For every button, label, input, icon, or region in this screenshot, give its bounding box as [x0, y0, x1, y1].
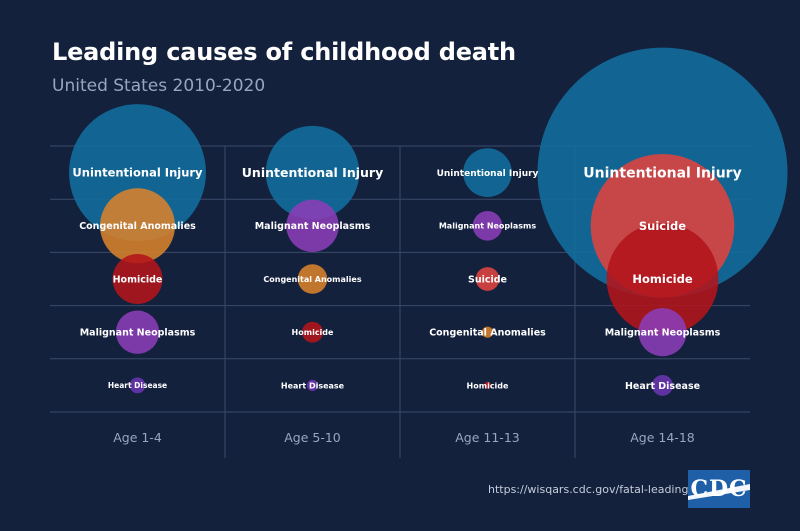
bubble-label: Malignant Neoplasms [80, 328, 196, 339]
chart-subtitle: United States 2010-2020 [52, 76, 266, 96]
bubble-label: Congenital Anomalies [429, 328, 546, 339]
bubble-malignant-neoplasms [472, 211, 503, 241]
bubble-label: Heart Disease [108, 381, 167, 390]
bubble-label: Homicide [467, 381, 509, 390]
bubble-homicide [606, 223, 719, 335]
source-link[interactable]: https://wisqars.cdc.gov/fatal-leading [488, 483, 689, 496]
bubble-label: Suicide [468, 274, 507, 285]
bubble-label: Malignant Neoplasms [439, 222, 537, 231]
bubble-homicide [112, 254, 163, 304]
x-axis: Age 1-4 Age 5-10 Age 11-13 Age 14-18 [113, 430, 695, 445]
bubble-labels: Unintentional Injury Congenital Anomalies… [72, 165, 741, 392]
bubble-label: Unintentional Injury [72, 166, 203, 180]
bubbles [69, 47, 788, 396]
bubble-heart-disease [306, 379, 319, 391]
bubble-congenital-anomalies [100, 188, 175, 264]
bubble-label: Congenital Anomalies [79, 221, 196, 232]
bubble-label: Homicide [292, 328, 334, 337]
bubble-label: Unintentional Injury [583, 166, 741, 182]
bubble-label: Congenital Anomalies [263, 275, 361, 284]
bubble-suicide [475, 267, 500, 291]
x-tick-label: Age 14-18 [630, 430, 695, 445]
bubble-heart-disease [129, 377, 146, 394]
bubble-congenital-anomalies [481, 326, 494, 338]
bubble-label: Heart Disease [281, 381, 345, 390]
x-tick-label: Age 11-13 [455, 430, 519, 445]
bubble-homicide [483, 381, 492, 389]
bubble-congenital-anomalies [297, 264, 328, 294]
x-tick-label: Age 5-10 [284, 430, 341, 445]
cdc-logo: CDC [688, 470, 750, 508]
bubble-label: Heart Disease [625, 381, 700, 392]
x-tick-label: Age 1-4 [113, 430, 162, 445]
bubble-malignant-neoplasms [286, 199, 339, 253]
bubble-label: Suicide [639, 219, 686, 233]
bubble-heart-disease [652, 374, 673, 396]
bubble-label: Unintentional Injury [242, 165, 383, 180]
bubble-unintentional-injury [69, 104, 206, 242]
bubble-label: Homicide [113, 274, 163, 285]
bubble-malignant-neoplasms [638, 308, 687, 357]
bubble-homicide [302, 321, 323, 343]
bubble-label: Unintentional Injury [437, 169, 539, 179]
bubble-label: Homicide [632, 272, 692, 286]
bubble-unintentional-injury [265, 125, 360, 220]
cdc-logo-text: CDC [690, 476, 748, 502]
bubble-unintentional-injury [463, 148, 512, 197]
chart-title: Leading causes of childhood death [52, 38, 516, 66]
bubble-malignant-neoplasms [115, 310, 160, 354]
bubble-label: Malignant Neoplasms [255, 221, 371, 232]
bubble-label: Malignant Neoplasms [605, 328, 721, 339]
